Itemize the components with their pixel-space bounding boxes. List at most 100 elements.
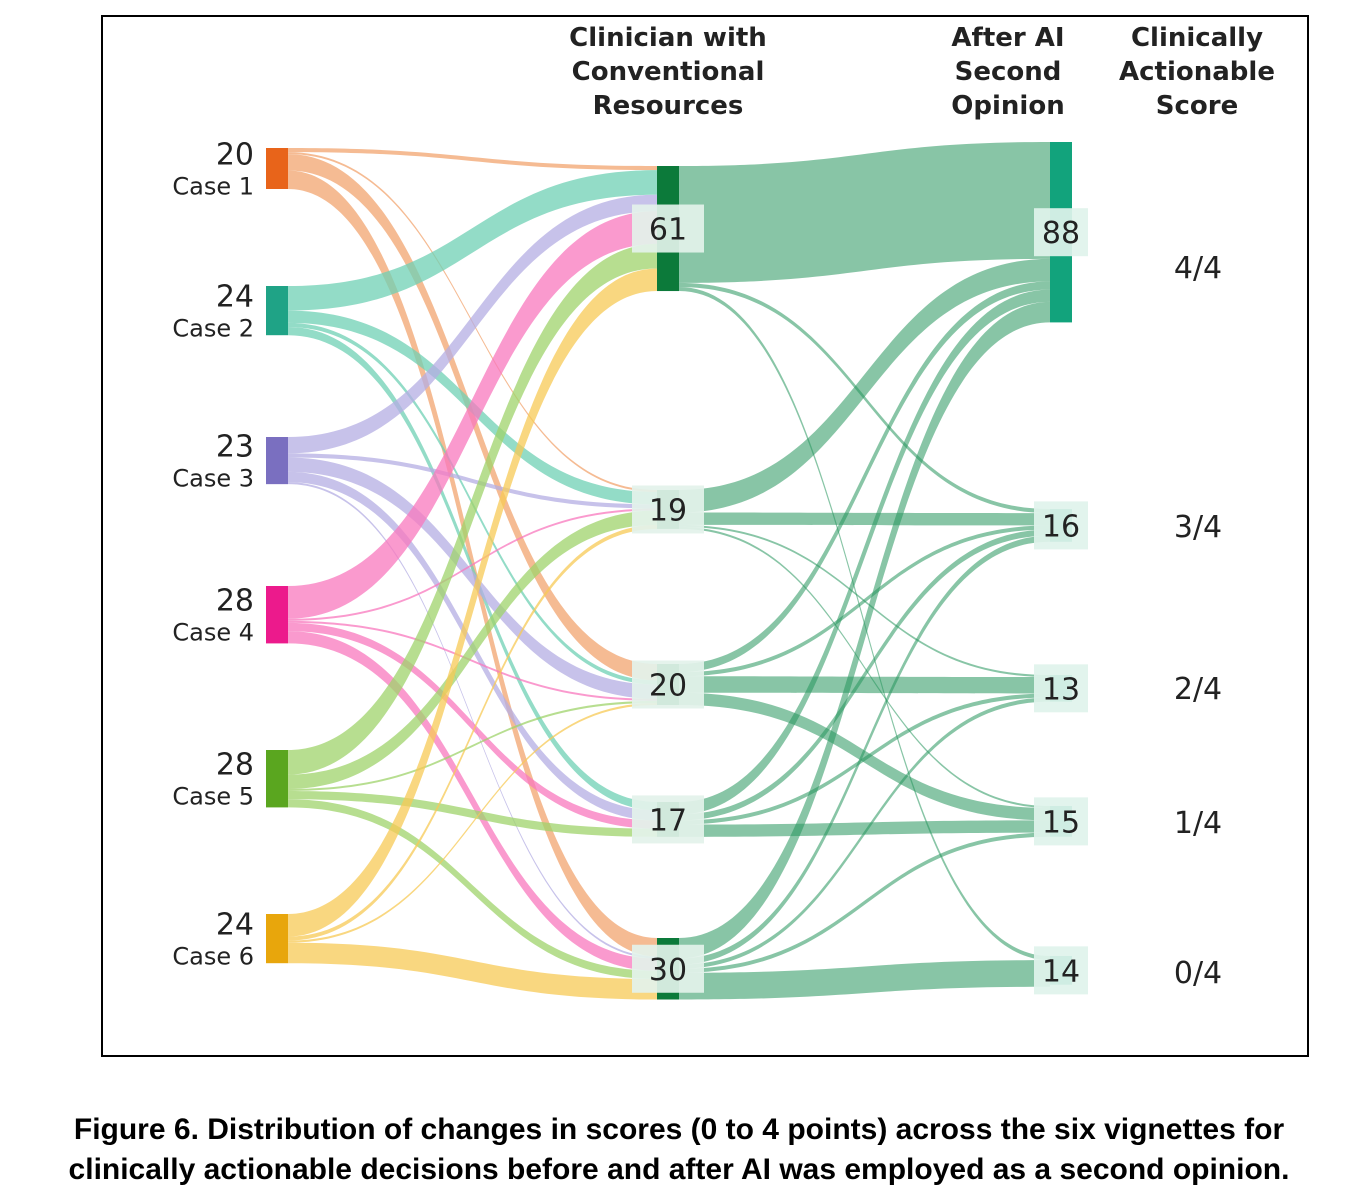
after-value-bg-0 [1034,208,1088,257]
score-label-2: 2/4 [1174,672,1222,707]
case-5-label: Case 5 [172,783,254,811]
link-before2-to-after2 [679,676,1050,694]
link-case5-to-score0 [288,243,657,775]
figure-caption: Figure 6. Distribution of changes in sco… [0,1110,1358,1190]
case-node-3 [266,437,288,485]
link-before0-to-after0 [679,142,1050,283]
link-case5-to-score2 [288,700,657,791]
case-5-total: 28 [216,748,254,783]
after-value-bg-4 [1034,946,1088,995]
link-before4-to-after3 [679,832,1050,973]
link-case1-to-score4 [288,170,657,957]
score-label-4: 0/4 [1174,956,1222,991]
column-title-1-line-0: After AI [951,23,1064,53]
before-to-after-links [679,142,1050,1000]
after-value-bg-3 [1034,797,1088,846]
case-to-before-links [288,148,657,1000]
score-label-1: 3/4 [1174,510,1222,545]
link-before4-to-after2 [679,697,1050,969]
link-case2-to-score3 [288,327,657,811]
case-node-4 [266,586,288,644]
score-label-0: 4/4 [1174,251,1222,286]
link-case1-to-score0 [288,148,657,171]
link-before1-to-after1 [679,512,1050,526]
link-case4-to-score2 [288,620,657,701]
link-before4-to-after1 [679,535,1050,965]
link-case2-to-score0 [288,170,657,311]
column-title-2-line-2: Score [1156,91,1238,121]
after-value-4: 14 [1042,954,1080,989]
case-node-1 [266,148,288,189]
caption-line-1: Figure 6. Distribution of changes in sco… [73,1113,1285,1146]
link-case6-to-score1 [288,524,657,941]
column-title-0-line-2: Resources [593,91,744,121]
column-title-2-line-1: Actionable [1119,57,1275,87]
link-before0-to-after1 [679,282,1050,514]
before-value-bg-3 [632,795,704,844]
column-title-0-line-1: Conventional [572,57,765,87]
before-value-4: 30 [649,953,687,988]
case-6-total: 24 [216,908,254,943]
after-value-bg-1 [1034,501,1088,550]
case-node-5 [266,750,288,808]
after-value-3: 15 [1042,805,1080,840]
case-node-2 [266,286,288,336]
link-before2-to-after3 [679,692,1050,821]
column-title-0-line-0: Clinician with [569,23,767,53]
figure-frame [101,15,1309,1057]
before-value-bg-0 [632,204,704,253]
link-case4-to-score1 [288,508,657,621]
link-case3-to-score4 [288,482,657,959]
link-case4-to-score0 [288,211,657,619]
before-value-bg-2 [632,660,704,709]
score-label-3: 1/4 [1174,806,1222,841]
link-case3-to-score0 [288,194,657,454]
caption-line-2: clinically actionable decisions before a… [68,1153,1290,1186]
link-before1-to-after0 [679,258,1050,513]
case-4-total: 28 [216,584,254,619]
link-before4-to-after4 [679,960,1050,1000]
before-value-0: 61 [649,213,687,248]
link-case5-to-score1 [288,510,657,789]
before-value-2: 20 [649,669,687,704]
case-2-total: 24 [216,280,254,315]
before-value-bg-1 [632,485,704,534]
column-title-1-line-2: Opinion [951,91,1064,121]
after-value-1: 16 [1042,509,1080,544]
link-before3-to-after2 [679,693,1050,825]
before-value-bg-4 [632,944,704,993]
link-case6-to-score2 [288,702,657,943]
link-case5-to-score4 [288,799,657,979]
after-value-0: 88 [1042,216,1080,251]
link-case6-to-score4 [288,942,657,1000]
column-title-2-line-0: Clinically [1131,23,1263,53]
link-before4-to-after0 [679,301,1050,959]
link-before2-to-after1 [679,525,1050,677]
link-before1-to-after3 [679,526,1050,809]
before-value-3: 17 [649,803,687,838]
case-node-6 [266,914,288,964]
link-case3-to-score2 [288,457,657,699]
link-before3-to-after3 [679,820,1050,837]
link-before2-to-after0 [679,281,1050,673]
link-before3-to-after1 [679,529,1050,821]
after-value-bg-2 [1034,664,1088,713]
link-case5-to-score3 [288,791,657,837]
link-case3-to-score1 [288,453,657,509]
before-value-1: 19 [649,493,687,528]
link-case4-to-score4 [288,631,657,971]
link-before3-to-after0 [679,289,1050,815]
case-2-label: Case 2 [172,315,254,343]
case-1-total: 20 [216,138,254,173]
link-case6-to-score0 [288,268,657,937]
case-4-label: Case 4 [172,619,254,647]
case-1-label: Case 1 [172,173,254,201]
after-value-2: 13 [1042,672,1080,707]
case-3-label: Case 3 [172,465,254,493]
case-3-total: 23 [216,430,254,465]
column-title-1-line-1: Second [955,57,1062,87]
case-6-label: Case 6 [172,943,254,971]
link-case4-to-score3 [288,622,657,829]
